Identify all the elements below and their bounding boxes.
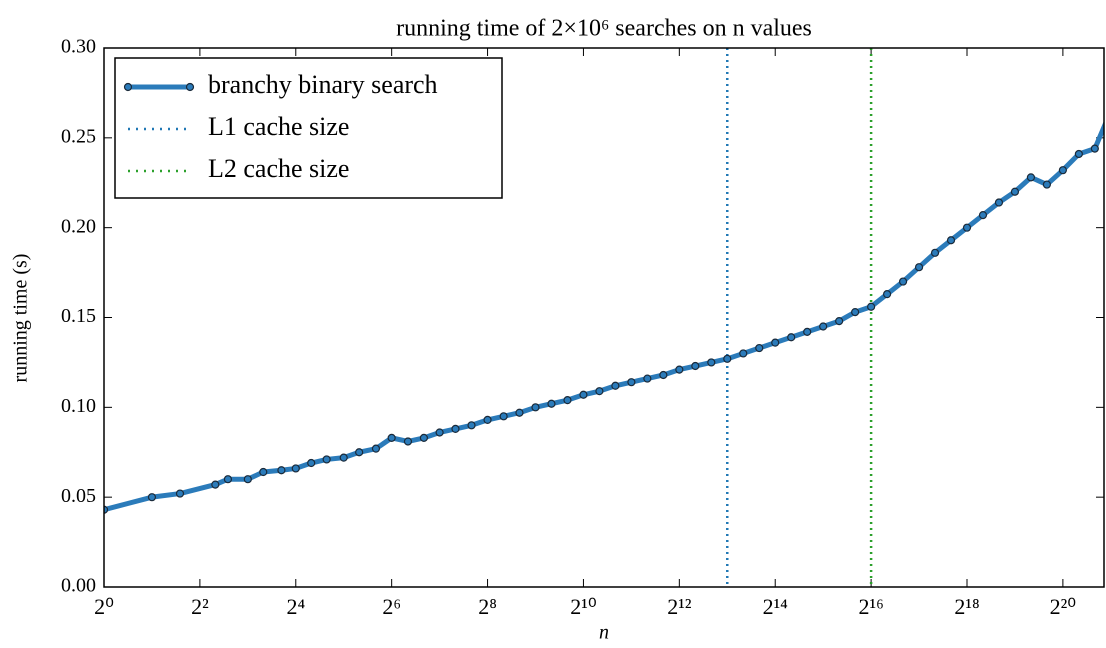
series-marker	[547, 399, 556, 408]
plot-area	[104, 48, 1104, 587]
series-marker	[419, 433, 429, 442]
series-marker	[1090, 144, 1099, 153]
x-tick-label: 2¹⁴	[763, 594, 789, 619]
series-marker	[499, 412, 508, 421]
series-marker	[531, 403, 540, 412]
y-tick-label: 0.15	[61, 305, 96, 327]
legend-label: L1 cache size	[208, 112, 349, 141]
series-marker	[467, 421, 476, 430]
series-marker	[930, 248, 940, 257]
y-tick-label: 0.10	[61, 395, 96, 417]
series-marker	[515, 408, 524, 417]
x-tick-label: 2²⁰	[1050, 594, 1077, 619]
series-marker	[978, 210, 988, 220]
legend-label: branchy binary search	[208, 70, 438, 99]
series-marker	[675, 365, 684, 374]
y-tick-label: 0.20	[61, 215, 96, 237]
x-tick-label: 2⁰	[94, 594, 114, 619]
series-marker	[483, 415, 492, 425]
series-marker	[435, 428, 444, 437]
y-axis-label: running time (s)	[10, 254, 32, 383]
x-tick-label: 2¹²	[667, 594, 692, 619]
y-tick-label: 0.25	[61, 125, 96, 147]
series-marker	[1058, 166, 1067, 175]
series-marker	[739, 349, 748, 358]
series-marker	[355, 448, 364, 457]
series-marker	[223, 475, 233, 484]
x-tick-label: 2¹⁶	[858, 594, 883, 619]
x-tick-label: 2⁸	[478, 594, 497, 619]
series-marker	[277, 466, 286, 475]
series-marker	[371, 444, 381, 453]
series-marker	[451, 424, 460, 433]
series-marker	[898, 277, 908, 286]
series-marker	[1026, 173, 1036, 182]
series-marker	[563, 396, 572, 405]
series-marker	[1042, 180, 1052, 189]
series-marker	[627, 378, 636, 387]
series-marker	[579, 390, 588, 399]
x-tick-label: 2⁶	[382, 594, 401, 619]
series-marker	[643, 374, 652, 383]
series-marker	[339, 453, 348, 462]
legend-marker	[123, 82, 133, 92]
series-marker	[403, 437, 413, 446]
x-tick-label: 2²	[191, 594, 209, 619]
series-marker	[322, 455, 331, 464]
legend-marker	[185, 82, 195, 92]
chart-title: running time of 2×10⁶ searches on n valu…	[396, 16, 812, 42]
series-marker	[1074, 149, 1083, 159]
series-marker	[707, 358, 716, 367]
series-marker	[851, 308, 860, 317]
series-marker	[755, 343, 764, 353]
legend-label: L2 cache size	[208, 154, 349, 183]
series-marker	[291, 464, 300, 473]
series-marker	[914, 263, 924, 272]
series-marker	[723, 354, 732, 363]
series-marker	[771, 338, 780, 347]
series-marker	[611, 381, 620, 390]
series-marker	[243, 475, 252, 484]
series-marker	[962, 223, 972, 232]
x-tick-label: 2¹⁰	[570, 594, 597, 619]
series-marker	[211, 480, 220, 489]
series-marker	[1010, 187, 1020, 196]
series-marker	[659, 370, 668, 380]
y-tick-label: 0.00	[61, 575, 96, 597]
series-marker	[259, 467, 268, 477]
y-tick-label: 0.30	[61, 36, 96, 58]
series-marker	[994, 198, 1004, 207]
x-tick-label: 2⁴	[286, 594, 305, 619]
series-marker	[867, 302, 876, 311]
x-axis-label: n	[599, 622, 609, 644]
series-marker	[691, 361, 700, 371]
series-marker	[147, 493, 157, 502]
series-marker	[835, 316, 844, 326]
series-marker	[882, 290, 892, 299]
series-marker	[946, 236, 956, 245]
series-marker	[175, 489, 185, 498]
legend-box	[114, 57, 503, 199]
x-tick-label: 2¹⁸	[954, 594, 979, 619]
series-marker	[307, 458, 316, 468]
plot-frame	[103, 47, 1105, 588]
series-marker	[595, 387, 604, 396]
series-marker	[387, 433, 396, 442]
series-marker	[104, 505, 109, 514]
series-marker	[803, 327, 812, 336]
series-marker	[819, 322, 828, 331]
y-tick-label: 0.05	[61, 485, 96, 507]
series-marker	[787, 333, 796, 342]
